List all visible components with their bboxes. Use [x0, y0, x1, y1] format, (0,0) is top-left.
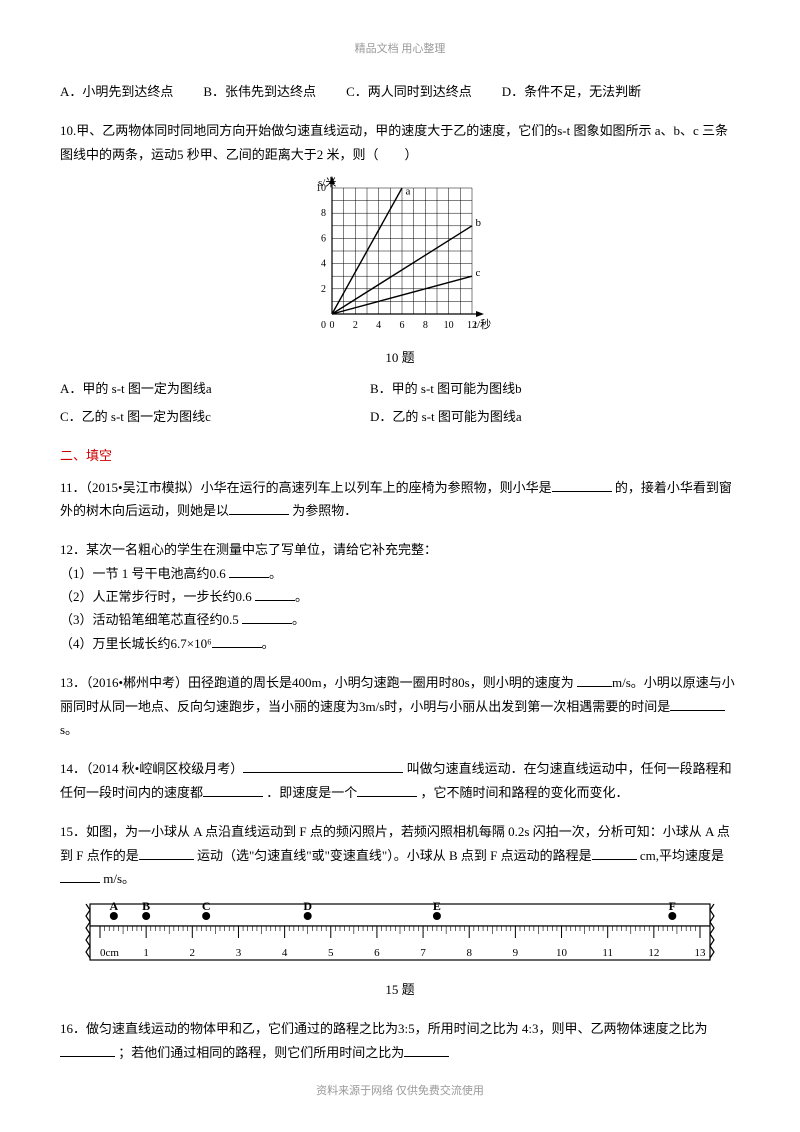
q9-opt-b: B．张伟先到达终点 — [203, 80, 316, 103]
q16: 16．做匀速直线运动的物体甲和乙，它们通过的路程之比为3:5，所用时间之比为 4… — [60, 1017, 740, 1064]
q11-p1: 11．（2015•吴江市模拟）小华在运行的高速列车上以列车上的座椅为参照物，则小… — [60, 480, 552, 495]
q15-ruler: 0cm12345678910111213ABCDEF 15 题 — [60, 898, 740, 1001]
q15-u2: m/s。 — [103, 871, 135, 886]
svg-text:b: b — [476, 217, 482, 229]
q10-text: 10.甲、乙两物体同时同地同方向开始做匀速直线运动，甲的速度大于乙的速度，它们的… — [60, 119, 740, 166]
q11-p3: 为参照物． — [292, 503, 357, 518]
q10-opt-c: C．乙的 s-t 图一定为图线c — [60, 405, 310, 428]
q14: 14．（2014 秋•崆峒区校级月考） 叫做匀速直线运动．在匀速直线运动中，任何… — [60, 757, 740, 804]
svg-text:11: 11 — [602, 947, 613, 959]
svg-text:3: 3 — [236, 947, 242, 959]
q12-i1: （1）一节 1 号干电池高约0.6 — [60, 566, 226, 581]
svg-text:0: 0 — [321, 320, 326, 331]
dot: 。 — [262, 636, 275, 651]
blank — [577, 673, 612, 687]
ruler-svg: 0cm12345678910111213ABCDEF — [80, 898, 720, 968]
svg-text:E: E — [433, 899, 441, 913]
svg-text:8: 8 — [466, 947, 472, 959]
blank — [243, 759, 403, 773]
svg-text:9: 9 — [513, 947, 519, 959]
q14-p4: ，它不随时间和路程的变化而变化． — [421, 785, 629, 800]
q10-chart: abc0246810122468100s/米t/秒 10 题 — [60, 174, 740, 369]
q16-p1: 16．做匀速直线运动的物体甲和乙，它们通过的路程之比为3:5，所用时间之比为 4… — [60, 1021, 707, 1036]
blank — [242, 610, 292, 624]
svg-text:a: a — [406, 185, 411, 197]
q9-opt-a: A．小明先到达终点 — [60, 80, 173, 103]
svg-text:5: 5 — [328, 947, 334, 959]
svg-text:2: 2 — [353, 320, 358, 331]
q12-i4: （4）万里长城长约6.7×10⁶ — [60, 636, 212, 651]
q10-caption: 10 题 — [60, 346, 740, 369]
st-chart-svg: abc0246810122468100s/米t/秒 — [300, 174, 500, 344]
dot: 。 — [292, 612, 305, 627]
blank — [592, 846, 637, 860]
dot: 。 — [269, 566, 282, 581]
svg-text:C: C — [202, 899, 211, 913]
q13-p1: 13．（2016•郴州中考）田径跑道的周长是400m，小明匀速跑一圈用时80s，… — [60, 675, 574, 690]
q12-stem: 12．某次一名粗心的学生在测量中忘了写单位，请给它补充完整： — [60, 538, 740, 561]
blank — [212, 634, 262, 648]
blank — [229, 501, 289, 515]
q10: 10.甲、乙两物体同时同地同方向开始做匀速直线运动，甲的速度大于乙的速度，它们的… — [60, 119, 740, 428]
svg-text:6: 6 — [321, 233, 326, 244]
q15-p2: 运动（选"匀速直线"或"变速直线"）。小球从 B 点到 F 点运动的路程是 — [197, 848, 592, 863]
q15-u1: cm,平均速度是 — [640, 848, 724, 863]
svg-text:6: 6 — [400, 320, 405, 331]
q13-u2: s。 — [60, 722, 78, 737]
svg-text:4: 4 — [376, 320, 381, 331]
blank — [60, 1043, 115, 1057]
q12-i3: （3）活动铅笔细笔芯直径约0.5 — [60, 612, 239, 627]
q16-p2: ；若他们通过相同的路程，则它们所用时间之比为 — [118, 1045, 404, 1060]
blank — [139, 846, 194, 860]
blank — [670, 697, 725, 711]
q12: 12．某次一名粗心的学生在测量中忘了写单位，请给它补充完整： （1）一节 1 号… — [60, 538, 740, 655]
q11: 11．（2015•吴江市模拟）小华在运行的高速列车上以列车上的座椅为参照物，则小… — [60, 476, 740, 523]
svg-text:s/米: s/米 — [318, 176, 336, 189]
q9-opt-c: C．两人同时到达终点 — [346, 80, 472, 103]
svg-text:10: 10 — [556, 947, 568, 959]
svg-text:7: 7 — [420, 947, 426, 959]
svg-text:0: 0 — [330, 320, 335, 331]
svg-text:6: 6 — [374, 947, 380, 959]
q14-p1: 14．（2014 秋•崆峒区校级月考） — [60, 761, 243, 776]
svg-text:0cm: 0cm — [100, 947, 119, 959]
q12-i2: （2）人正常步行时，一步长约0.6 — [60, 589, 252, 604]
blank — [404, 1043, 449, 1057]
q10-opt-a: A．甲的 s-t 图一定为图线a — [60, 377, 310, 400]
svg-text:8: 8 — [423, 320, 428, 331]
svg-text:10: 10 — [444, 320, 454, 331]
svg-text:12: 12 — [648, 947, 659, 959]
q13: 13．（2016•郴州中考）田径跑道的周长是400m，小明匀速跑一圈用时80s，… — [60, 671, 740, 741]
q10-opt-b: B．甲的 s-t 图可能为图线b — [370, 377, 620, 400]
svg-text:c: c — [476, 267, 481, 279]
svg-text:F: F — [669, 899, 676, 913]
q10-opt-d: D．乙的 s-t 图可能为图线a — [370, 405, 620, 428]
q9-options: A．小明先到达终点 B．张伟先到达终点 C．两人同时到达终点 D．条件不足，无法… — [60, 80, 740, 103]
svg-text:t/秒: t/秒 — [474, 317, 491, 331]
svg-text:13: 13 — [695, 947, 707, 959]
svg-text:B: B — [142, 899, 150, 913]
q14-p3: ．即速度是一个 — [266, 785, 357, 800]
svg-text:4: 4 — [321, 259, 326, 270]
svg-text:2: 2 — [190, 947, 196, 959]
section-2-title: 二、填空 — [60, 444, 740, 467]
blank — [60, 869, 100, 883]
page-footer: 资料来源于网络 仅供免费交流使用 — [0, 1082, 800, 1102]
svg-text:8: 8 — [321, 208, 326, 219]
dot: 。 — [295, 589, 308, 604]
svg-text:2: 2 — [321, 284, 326, 295]
q15-caption: 15 题 — [60, 978, 740, 1001]
svg-text:1: 1 — [143, 947, 149, 959]
blank — [357, 783, 417, 797]
q15: 15．如图，为一小球从 A 点沿直线运动到 F 点的频闪照片，若频闪照相机每隔 … — [60, 820, 740, 1001]
page-header: 精品文档 用心整理 — [60, 40, 740, 60]
svg-text:4: 4 — [282, 947, 288, 959]
blank — [203, 783, 263, 797]
blank — [552, 478, 612, 492]
svg-text:A: A — [110, 899, 119, 913]
blank — [229, 564, 269, 578]
blank — [255, 587, 295, 601]
q9-opt-d: D．条件不足，无法判断 — [502, 80, 641, 103]
svg-text:D: D — [303, 899, 312, 913]
